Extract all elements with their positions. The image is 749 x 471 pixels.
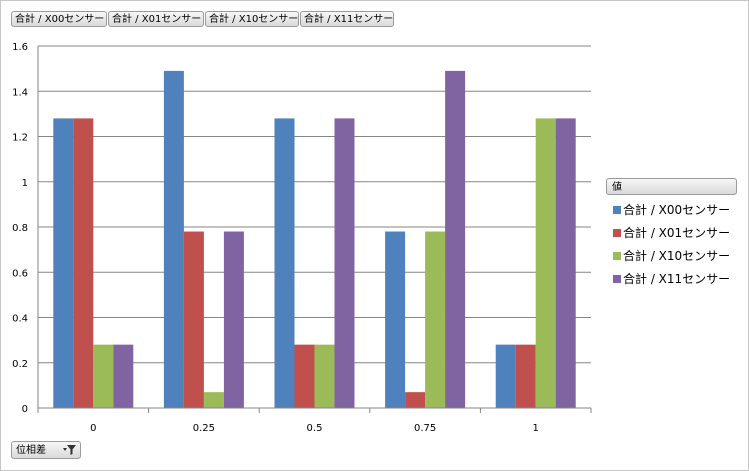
y-tick-labels: 0 0.2 0.4 0.6 0.8 1 1.2 1.4 1.6 xyxy=(12,42,28,415)
field-button-x01[interactable]: 合計 / X01センサー xyxy=(108,11,204,27)
field-button-x11[interactable]: 合計 / X11センサー xyxy=(300,11,394,27)
bar-x01-3 xyxy=(405,392,426,408)
legend-label-x00: 合計 / X00センサー xyxy=(623,203,731,217)
legend-swatch-x00 xyxy=(613,206,621,214)
legend-item-x10: 合計 / X10センサー xyxy=(613,247,743,265)
axis-field-label: 位相差 xyxy=(16,445,46,456)
filter-dropdown-icon[interactable] xyxy=(63,444,77,456)
axes xyxy=(37,46,592,413)
y-tick-label: 1.4 xyxy=(12,87,28,98)
y-tick-label: 1.2 xyxy=(12,133,28,144)
bar-x01-4 xyxy=(515,344,536,408)
legend-swatch-x01 xyxy=(613,229,621,237)
legend-swatch-x10 xyxy=(613,252,621,260)
bar-x10-3 xyxy=(425,231,446,408)
legend-swatch-x11 xyxy=(613,275,621,283)
x-tick-label: 0.5 xyxy=(307,423,323,434)
y-tick-label: 1 xyxy=(22,178,28,189)
bars xyxy=(53,70,576,409)
bar-x10-0 xyxy=(93,344,114,408)
bar-x11-3 xyxy=(445,70,466,408)
bar-x11-4 xyxy=(555,118,576,409)
legend-item-x00: 合計 / X00センサー xyxy=(613,201,743,219)
axis-field-button[interactable]: 位相差 xyxy=(11,441,81,459)
x-tick-labels: 0 0.25 0.5 0.75 1 xyxy=(90,423,539,434)
x-tick-label: 1 xyxy=(533,423,539,434)
bar-x01-2 xyxy=(294,344,315,408)
y-tick-label: 0.4 xyxy=(12,314,28,325)
bar-x10-4 xyxy=(535,118,556,409)
y-tick-label: 0 xyxy=(22,404,28,415)
y-tick-label: 0.8 xyxy=(12,223,28,234)
bar-x11-0 xyxy=(113,344,134,408)
legend-item-x11: 合計 / X11センサー xyxy=(613,270,743,288)
legend-label-x11: 合計 / X11センサー xyxy=(623,272,731,286)
field-button-x10[interactable]: 合計 / X10センサー xyxy=(205,11,299,27)
x-tick-label: 0.75 xyxy=(414,423,436,434)
bar-x00-4 xyxy=(495,344,516,408)
bar-chart: 0 0.2 0.4 0.6 0.8 1 1.2 1.4 1.6 0 0.25 0.5 0.75 1 xyxy=(12,42,592,434)
bar-x10-1 xyxy=(203,392,224,408)
legend-item-x01: 合計 / X01センサー xyxy=(613,224,743,242)
y-tick-label: 0.6 xyxy=(12,268,28,279)
bar-x01-0 xyxy=(73,118,94,409)
y-tick-label: 1.6 xyxy=(12,42,28,53)
field-button-x00[interactable]: 合計 / X00センサー xyxy=(11,11,107,27)
bar-x11-1 xyxy=(223,231,244,408)
y-tick-label: 0.2 xyxy=(12,359,28,370)
bar-x00-1 xyxy=(163,70,184,408)
bar-x11-2 xyxy=(334,118,355,409)
legend-label-x10: 合計 / X10センサー xyxy=(623,249,731,263)
x-tick-label: 0.25 xyxy=(193,423,215,434)
x-tick-label: 0 xyxy=(90,423,96,434)
legend-label-x01: 合計 / X01センサー xyxy=(623,226,731,240)
bar-x10-2 xyxy=(314,344,335,408)
legend-header[interactable]: 値 xyxy=(606,178,737,195)
bar-x00-2 xyxy=(274,118,295,409)
bar-x01-1 xyxy=(183,231,204,408)
bar-x00-0 xyxy=(53,118,74,409)
bar-x00-3 xyxy=(385,231,406,408)
